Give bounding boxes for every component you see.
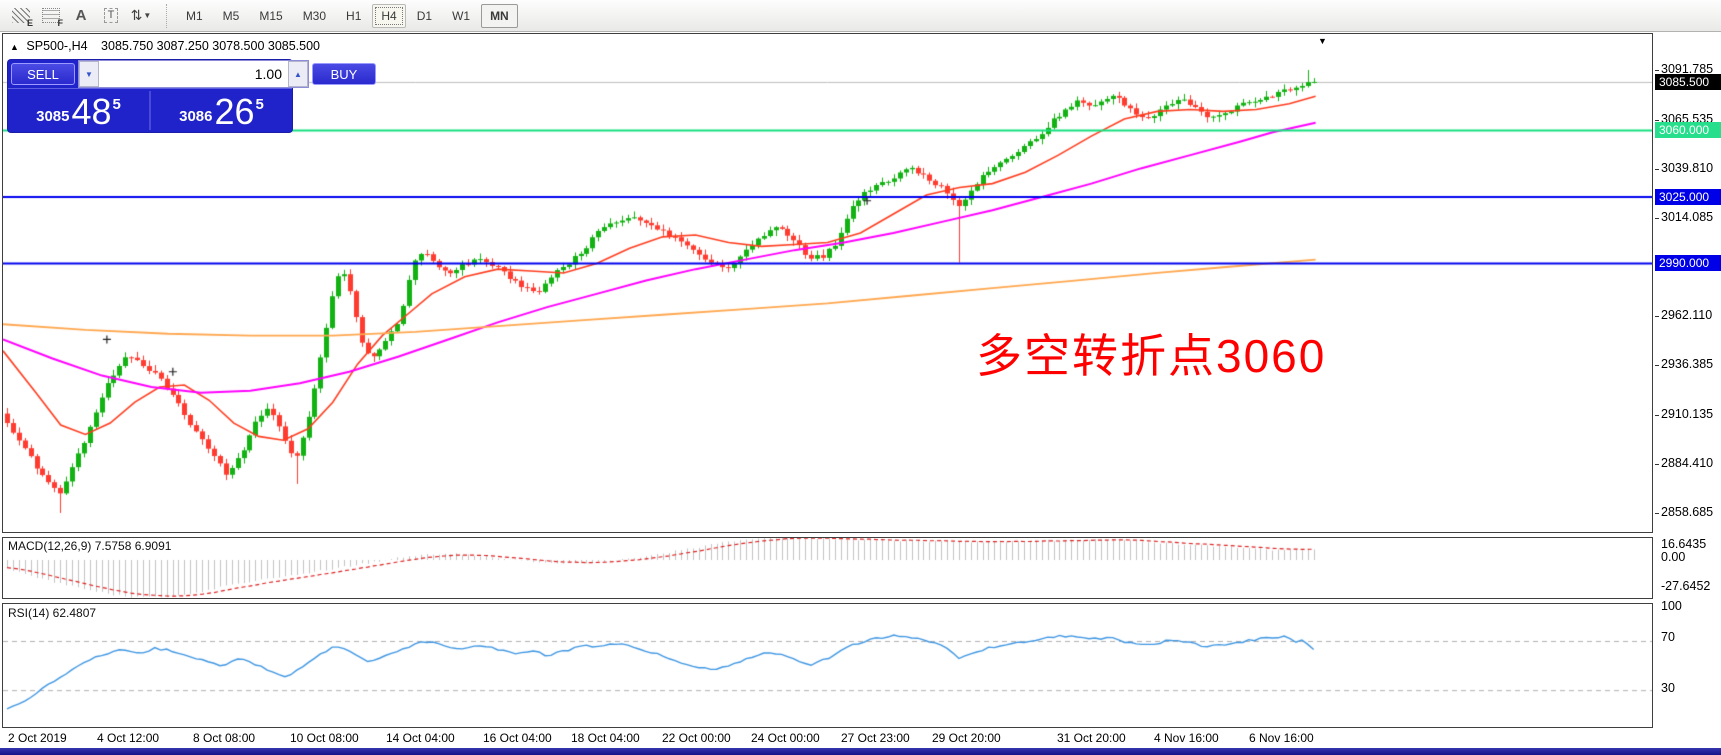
- timeframe-m15[interactable]: M15: [259, 8, 283, 23]
- one-click-trading-panel: SELL ▼ ▲ BUY 3085 48 5 3086 26 5: [8, 60, 376, 132]
- chart-title: ▲ SP500-,H4 3085.750 3087.250 3078.500 3…: [10, 39, 320, 53]
- expert-advisor-icon[interactable]: E: [8, 4, 34, 28]
- time-axis-label: 18 Oct 04:00: [571, 731, 640, 745]
- time-axis-label: 16 Oct 04:00: [483, 731, 552, 745]
- price-tick-label: 2910.135: [1661, 407, 1714, 422]
- macd-tick-label: 0.00: [1661, 550, 1686, 564]
- time-axis-label: 29 Oct 20:00: [932, 731, 1001, 745]
- price-tick-label: 2962.110: [1661, 308, 1713, 323]
- sell-button[interactable]: SELL: [11, 63, 75, 85]
- chart-text-annotation: 多空转折点3060: [976, 330, 1327, 382]
- price-axis[interactable]: 3091.785 3065.535 3039.810 3014.085 2962.110…: [1655, 33, 1721, 747]
- timeframe-w1[interactable]: W1: [452, 8, 471, 23]
- font-icon[interactable]: A: [75, 7, 87, 24]
- macd-panel: [2, 537, 1653, 599]
- grid-icon[interactable]: F: [38, 4, 64, 28]
- price-tick-dash: [1655, 217, 1659, 219]
- macd-tick-label: -27.6452: [1661, 579, 1711, 593]
- timeframe-h1[interactable]: H1: [346, 8, 362, 23]
- ohlc-values: 3085.750 3087.250 3078.500 3085.500: [101, 39, 321, 53]
- price-divider: [149, 91, 151, 130]
- timeframe-mn[interactable]: MN: [481, 3, 518, 28]
- time-axis-label: 14 Oct 04:00: [386, 731, 455, 745]
- price-tick-label: 3014.085: [1661, 209, 1714, 224]
- text-label-icon[interactable]: T: [98, 4, 124, 28]
- time-axis-label: 10 Oct 08:00: [290, 731, 359, 745]
- volume-decrease-button[interactable]: ▼: [79, 61, 99, 87]
- price-tick-label: 2884.410: [1661, 456, 1714, 471]
- price-tick-dash: [1655, 513, 1659, 514]
- chart-shift-icon[interactable]: ▼: [1318, 36, 1327, 46]
- buy-button[interactable]: BUY: [312, 63, 376, 85]
- price-tick-label: 3065.535: [1661, 111, 1714, 126]
- price-tick-label: 3039.810: [1661, 160, 1714, 175]
- time-axis-label: 4 Nov 16:00: [1154, 731, 1219, 745]
- timeframe-m30[interactable]: M30: [302, 8, 327, 23]
- macd-canvas[interactable]: [3, 538, 1652, 598]
- time-axis-label: 8 Oct 08:00: [193, 731, 256, 745]
- timeframe-h4[interactable]: H4: [372, 3, 406, 28]
- time-axis-label: 22 Oct 00:00: [662, 731, 731, 745]
- price-tick-dash: [1655, 415, 1659, 417]
- volume-increase-button[interactable]: ▲: [288, 61, 308, 87]
- price-tick-dash: [1655, 168, 1659, 170]
- time-axis-label: 24 Oct 00:00: [751, 731, 820, 745]
- volume-input[interactable]: [99, 61, 288, 87]
- price-tick-dash: [1655, 316, 1659, 318]
- time-axis-label: 6 Nov 16:00: [1249, 731, 1314, 745]
- timeframe-m1[interactable]: M1: [186, 8, 203, 23]
- toolbar-separator: [166, 3, 168, 28]
- price-tick-dash: [1655, 119, 1659, 121]
- level-price-badge: 2990.000: [1655, 255, 1721, 272]
- time-axis-label: 31 Oct 20:00: [1057, 731, 1126, 745]
- price-tick-dash: [1655, 365, 1659, 367]
- timeframe-d1[interactable]: D1: [416, 8, 433, 23]
- rsi-canvas[interactable]: [3, 604, 1652, 727]
- symbol-label: SP500-,H4: [26, 39, 88, 53]
- macd-label: MACD(12,26,9) 7.5758 6.9091: [8, 539, 172, 553]
- dropdown-caret-icon: ▼: [143, 11, 152, 20]
- price-tick-label: 3091.785: [1661, 62, 1714, 76]
- price-tick-dash: [1655, 464, 1659, 466]
- time-axis-label: 27 Oct 23:00: [841, 731, 910, 745]
- arrow-styles-icon[interactable]: ⇅ ▼: [130, 7, 152, 23]
- macd-tick-label: 16.6435: [1661, 537, 1707, 551]
- timeframe-bar: M1 M5 M15 M30 H1 H4 D1 W1 MN: [176, 3, 519, 28]
- rsi-panel: [2, 603, 1653, 728]
- price-tick-dash: [1655, 70, 1659, 71]
- time-axis-label: 4 Oct 12:00: [97, 731, 160, 745]
- next-window-titlebar[interactable]: [0, 748, 1721, 755]
- level-price-badge: 3025.000: [1655, 188, 1721, 205]
- rsi-label: RSI(14) 62.4807: [8, 606, 97, 620]
- current-price-badge: 3085.500: [1655, 73, 1721, 90]
- volume-stepper: ▼ ▲: [78, 60, 309, 88]
- sell-price[interactable]: 3085 48 5: [36, 91, 121, 132]
- rsi-tick-label: 100: [1661, 599, 1682, 613]
- price-tick-label: 2936.385: [1661, 357, 1714, 372]
- buy-price[interactable]: 3086 26 5: [179, 91, 264, 132]
- rsi-tick-label: 70: [1661, 630, 1675, 644]
- rsi-tick-label: 30: [1661, 681, 1675, 695]
- level-price-badge: 3060.000: [1655, 122, 1721, 139]
- timeframe-m5[interactable]: M5: [222, 8, 240, 23]
- time-axis-label: 2 Oct 2019: [8, 731, 67, 745]
- collapse-icon[interactable]: ▲: [10, 42, 19, 52]
- price-tick-label: 2858.685: [1661, 505, 1714, 519]
- time-axis[interactable]: 2 Oct 2019 4 Oct 12:00 8 Oct 08:00 10 Oct 0…: [2, 729, 1653, 746]
- toolbar: E F A T ⇅ ▼ M1 M5 M15 M30 H1 H4 D1 W1 MN: [0, 0, 1721, 32]
